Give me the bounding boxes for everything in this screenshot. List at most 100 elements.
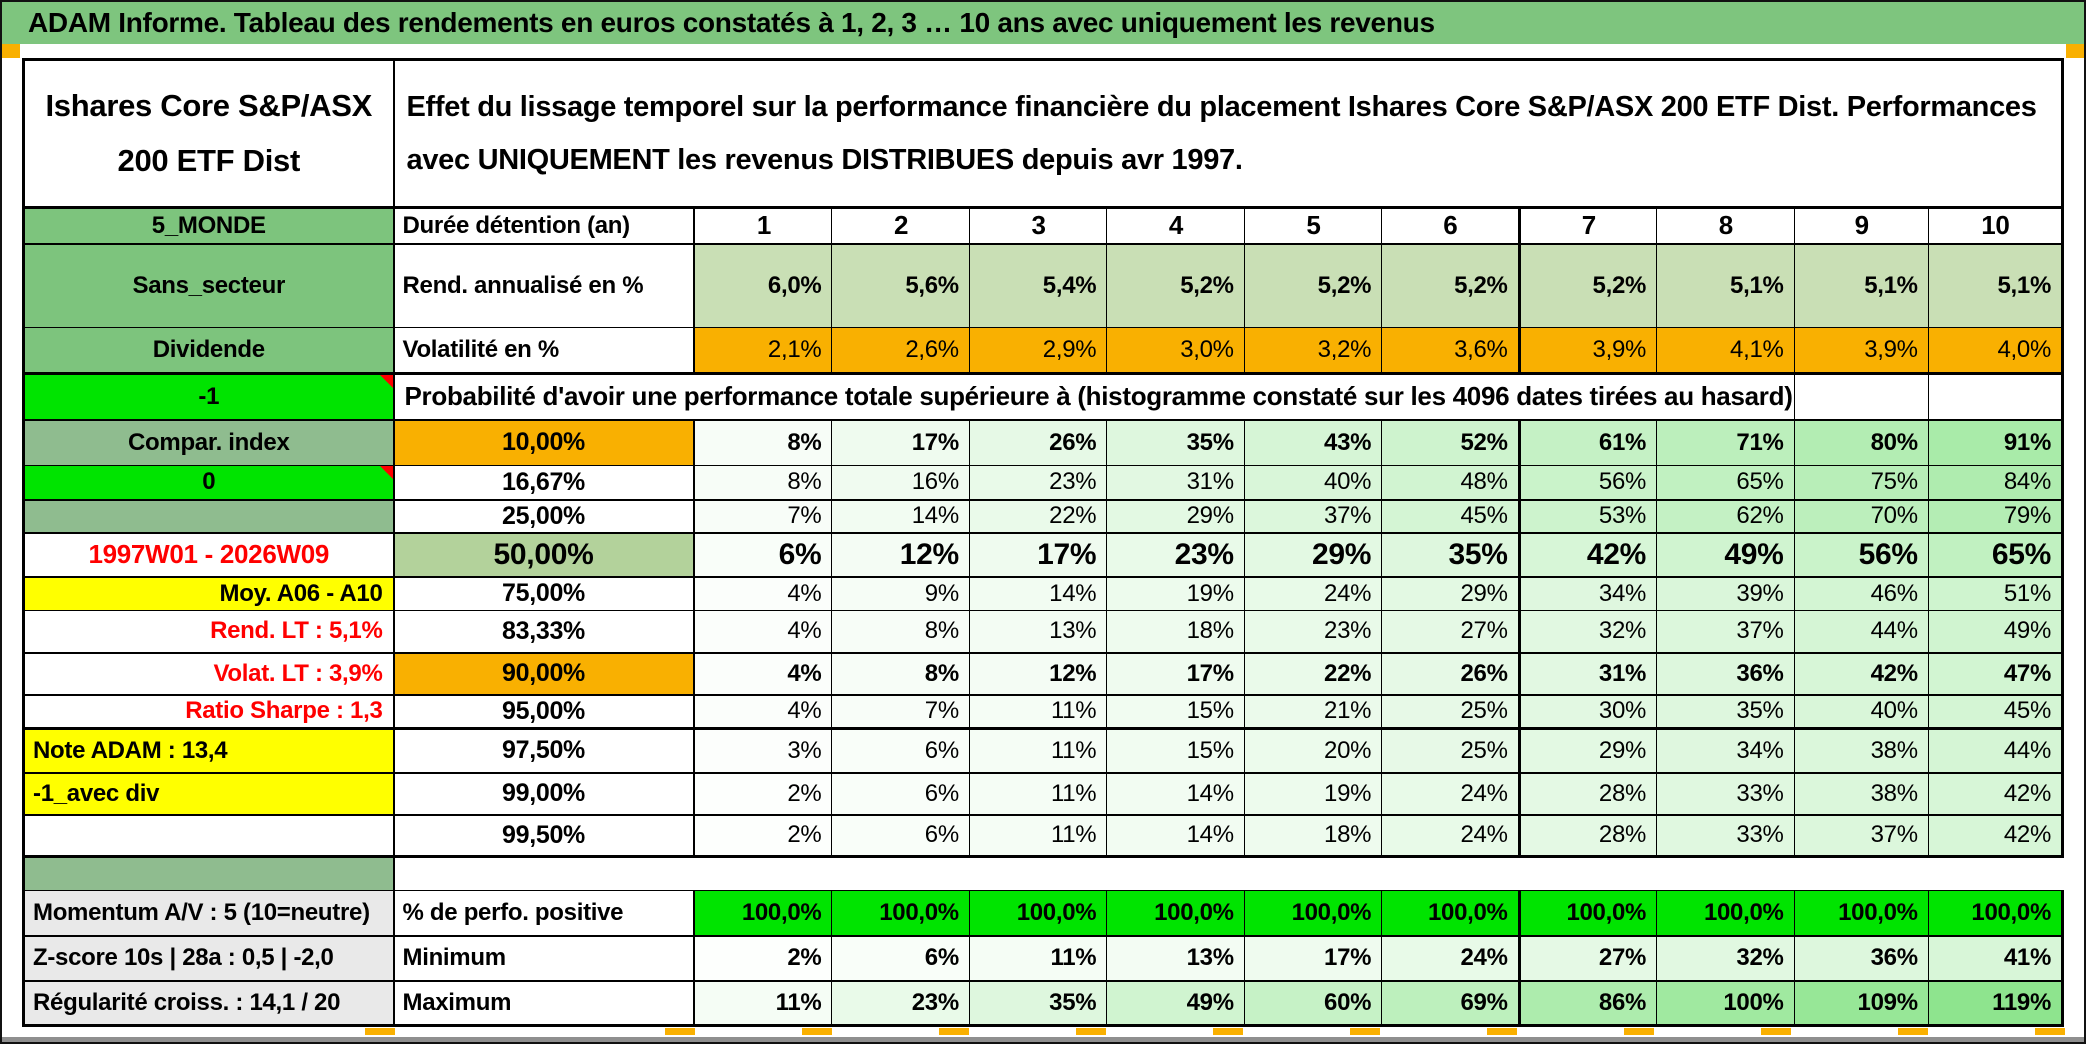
cell-p75-col2[interactable]: 75,00% [393, 576, 696, 611]
cell-p75-v8[interactable]: 39% [1656, 576, 1795, 611]
cell-p975-v6[interactable]: 25% [1381, 728, 1520, 774]
cell-p99-col2[interactable]: 99,00% [393, 772, 696, 816]
fund-name-cell[interactable]: Ishares Core S&P/ASX 200 ETF Dist [21, 58, 395, 209]
cell-p99-v4[interactable]: 14% [1106, 772, 1245, 816]
cell-volatilite-v3[interactable]: 2,9% [968, 327, 1108, 375]
cell-p50-v3[interactable]: 17% [968, 532, 1108, 578]
cell-duree-v3[interactable]: 3 [968, 207, 1108, 245]
cell-p975-v10[interactable]: 44% [1927, 728, 2065, 774]
cell-minimum-label[interactable]: Z-score 10s | 28a : 0,5 | -2,0 [21, 935, 395, 982]
cell-p83-v2[interactable]: 8% [831, 610, 970, 654]
cell-p83-v10[interactable]: 49% [1927, 610, 2065, 654]
cell-minimum-v1[interactable]: 2% [693, 935, 833, 982]
cell-volatilite-v2[interactable]: 2,6% [831, 327, 970, 375]
cell-p99-v10[interactable]: 42% [1927, 772, 2065, 816]
cell-perfo-v10[interactable]: 100,0% [1927, 890, 2065, 937]
cell-duree-col2[interactable]: Durée détention (an) [393, 207, 696, 245]
cell-p90-v2[interactable]: 8% [831, 652, 970, 696]
cell-p25-v1[interactable]: 7% [693, 499, 833, 534]
cell-p90-v9[interactable]: 42% [1793, 652, 1929, 696]
cell-volatilite-v6[interactable]: 3,6% [1381, 327, 1520, 375]
cell-p995-v5[interactable]: 18% [1243, 814, 1383, 858]
cell-p90-label[interactable]: Volat. LT : 3,9% [21, 652, 395, 696]
cell-p50-col2[interactable]: 50,00% [393, 532, 696, 578]
cell-p50-v10[interactable]: 65% [1927, 532, 2065, 578]
cell-p975-label[interactable]: Note ADAM : 13,4 [21, 728, 395, 774]
cell-maximum-v2[interactable]: 23% [831, 980, 970, 1027]
cell-volatilite-v9[interactable]: 3,9% [1793, 327, 1929, 375]
cell-rendement-v4[interactable]: 5,2% [1106, 243, 1245, 328]
cell-p995-v4[interactable]: 14% [1106, 814, 1245, 858]
cell-minimum-v10[interactable]: 41% [1927, 935, 2065, 982]
cell-p10-v2[interactable]: 17% [831, 419, 970, 466]
cell-minimum-v4[interactable]: 13% [1106, 935, 1245, 982]
cell-p75-v1[interactable]: 4% [693, 576, 833, 611]
cell-maximum-v6[interactable]: 69% [1381, 980, 1520, 1027]
cell-p75-v4[interactable]: 19% [1106, 576, 1245, 611]
cell-p75-v10[interactable]: 51% [1927, 576, 2065, 611]
cell-p975-v3[interactable]: 11% [968, 728, 1108, 774]
cell-p95-v9[interactable]: 40% [1793, 694, 1929, 730]
cell-p75-v3[interactable]: 14% [968, 576, 1108, 611]
cell-p16-v5[interactable]: 40% [1243, 465, 1383, 501]
cell-maximum-col2[interactable]: Maximum [393, 980, 696, 1027]
cell-p83-v9[interactable]: 44% [1793, 610, 1929, 654]
cell-maximum-v9[interactable]: 109% [1793, 980, 1929, 1027]
cell-p95-v4[interactable]: 15% [1106, 694, 1245, 730]
cell-minimum-v5[interactable]: 17% [1243, 935, 1383, 982]
cell-rendement-v9[interactable]: 5,1% [1793, 243, 1929, 328]
cell-p16-v3[interactable]: 23% [968, 465, 1108, 501]
cell-p50-v6[interactable]: 35% [1381, 532, 1520, 578]
cell-p16-v10[interactable]: 84% [1927, 465, 2065, 501]
cell-duree-v6[interactable]: 6 [1381, 207, 1520, 245]
cell-p995-label[interactable] [21, 814, 395, 858]
cell-p50-v9[interactable]: 56% [1793, 532, 1929, 578]
cell-p10-v8[interactable]: 71% [1656, 419, 1795, 466]
cell-p75-v7[interactable]: 34% [1517, 576, 1658, 611]
cell-duree-v7[interactable]: 7 [1517, 207, 1658, 245]
cell-p10-col2[interactable]: 10,00% [393, 419, 696, 466]
cell-p95-v7[interactable]: 30% [1517, 694, 1658, 730]
cell-perfo-label[interactable]: Momentum A/V : 5 (10=neutre) [21, 890, 395, 937]
cell-p995-v9[interactable]: 37% [1793, 814, 1929, 858]
cell-p995-v7[interactable]: 28% [1517, 814, 1658, 858]
cell-p975-v1[interactable]: 3% [693, 728, 833, 774]
cell-p99-v1[interactable]: 2% [693, 772, 833, 816]
cell-rendement-v5[interactable]: 5,2% [1243, 243, 1383, 328]
cell-p16-col2[interactable]: 16,67% [393, 465, 696, 501]
cell-perfo-col2[interactable]: % de perfo. positive [393, 890, 696, 937]
cell-p95-col2[interactable]: 95,00% [393, 694, 696, 730]
cell-p16-v2[interactable]: 16% [831, 465, 970, 501]
cell-p995-v2[interactable]: 6% [831, 814, 970, 858]
cell-p75-v5[interactable]: 24% [1243, 576, 1383, 611]
cell-duree-v9[interactable]: 9 [1793, 207, 1929, 245]
cell-rendement-v6[interactable]: 5,2% [1381, 243, 1520, 328]
cell-p99-label[interactable]: -1_avec div [21, 772, 395, 816]
cell-p25-v3[interactable]: 22% [968, 499, 1108, 534]
cell-volatilite-v8[interactable]: 4,1% [1656, 327, 1795, 375]
cell-p25-v9[interactable]: 70% [1793, 499, 1929, 534]
cell-p25-v7[interactable]: 53% [1517, 499, 1658, 534]
cell-p99-v6[interactable]: 24% [1381, 772, 1520, 816]
cell-p16-v4[interactable]: 31% [1106, 465, 1245, 501]
cell-p95-v6[interactable]: 25% [1381, 694, 1520, 730]
cell-p16-v8[interactable]: 65% [1656, 465, 1795, 501]
cell-p16-v9[interactable]: 75% [1793, 465, 1929, 501]
cell-perfo-v2[interactable]: 100,0% [831, 890, 970, 937]
cell-p75-v6[interactable]: 29% [1381, 576, 1520, 611]
cell-maximum-v8[interactable]: 100% [1656, 980, 1795, 1027]
cell-duree-v10[interactable]: 10 [1927, 207, 2065, 245]
cell-duree-v4[interactable]: 4 [1106, 207, 1245, 245]
cell-p16-v7[interactable]: 56% [1517, 465, 1658, 501]
cell-perfo-v6[interactable]: 100,0% [1381, 890, 1520, 937]
cell-p95-v2[interactable]: 7% [831, 694, 970, 730]
cell-p83-v5[interactable]: 23% [1243, 610, 1383, 654]
cell-perfo-v9[interactable]: 100,0% [1793, 890, 1929, 937]
cell-p995-v6[interactable]: 24% [1381, 814, 1520, 858]
cell-p995-v8[interactable]: 33% [1656, 814, 1795, 858]
cell-p95-v8[interactable]: 35% [1656, 694, 1795, 730]
cell-volatilite-label[interactable]: Dividende [21, 327, 395, 375]
cell-rendement-v7[interactable]: 5,2% [1517, 243, 1658, 328]
cell-p25-v5[interactable]: 37% [1243, 499, 1383, 534]
cell-p99-v7[interactable]: 28% [1517, 772, 1658, 816]
